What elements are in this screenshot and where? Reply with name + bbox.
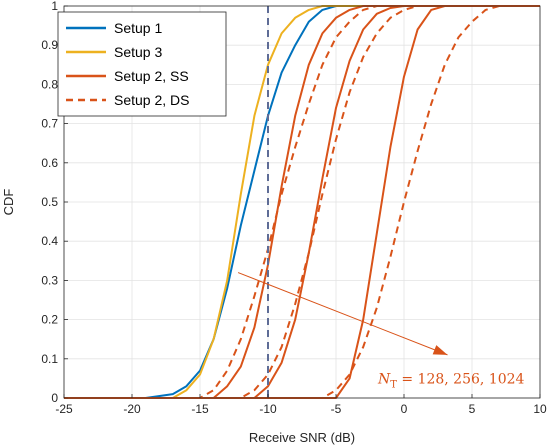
legend: Setup 1 Setup 3 Setup 2, SS Setup 2, DS xyxy=(57,11,227,117)
legend-label-setup-2-ds: Setup 2, DS xyxy=(114,92,190,108)
y-tick-label: 0.5 xyxy=(41,195,58,209)
annotation-values: = 128, 256, 1024 xyxy=(397,371,525,387)
legend-label-setup-1: Setup 1 xyxy=(114,20,162,36)
series-line-setup-2-ss-n-128 xyxy=(64,5,540,399)
y-tick-label: 0.3 xyxy=(41,273,58,287)
annotation-symbol: N xyxy=(377,371,391,387)
y-tick-label: 0.7 xyxy=(41,117,58,131)
series-line-setup-2-ds-n-128 xyxy=(64,5,540,399)
y-tick-label: 0.2 xyxy=(41,313,58,327)
series-line-setup-2-ds-n-256 xyxy=(64,5,540,399)
x-tick-label: -10 xyxy=(259,402,277,416)
y-tick-label: 0.6 xyxy=(41,156,58,170)
x-tick-label: 5 xyxy=(469,402,476,416)
legend-label-setup-2-ss: Setup 2, SS xyxy=(114,68,189,84)
y-tick-label: 0.4 xyxy=(41,234,58,248)
annotation-subscript: T xyxy=(390,379,397,390)
y-tick-label: 0 xyxy=(51,391,58,405)
annotation-label: NT = 128, 256, 1024 xyxy=(377,371,525,390)
annotation-arrow-line xyxy=(237,272,448,356)
x-tick-label: 0 xyxy=(401,402,408,416)
x-tick-label: 10 xyxy=(533,402,547,416)
x-tick-label: -25 xyxy=(55,402,73,416)
legend-box xyxy=(57,11,227,117)
x-axis-label: Receive SNR (dB) xyxy=(249,430,355,445)
series-line-setup-2-ss-n-1024 xyxy=(64,5,540,399)
annotation-layer: NT = 128, 256, 1024 xyxy=(237,272,525,390)
axis-ticks: -25 -20 -15 -10 -5 0 5 10 0 0.1 0.2 0.3 0.4 0.5 0.6 0.7… xyxy=(41,0,547,416)
y-tick-label: 0.8 xyxy=(41,77,58,91)
series-layer xyxy=(64,5,540,399)
x-tick-label: -20 xyxy=(123,402,141,416)
annotation-arrow-head xyxy=(432,345,448,355)
y-tick-label: 0.1 xyxy=(41,352,58,366)
y-tick-label: 1 xyxy=(51,0,58,13)
x-tick-label: -5 xyxy=(331,402,342,416)
y-axis-label: CDF xyxy=(1,189,16,216)
series-line-setup-3 xyxy=(64,5,540,399)
y-tick-label: 0.9 xyxy=(41,38,58,52)
series-line-setup-2-ss-n-256 xyxy=(64,5,540,399)
x-tick-label: -15 xyxy=(191,402,209,416)
legend-label-setup-3: Setup 3 xyxy=(114,44,162,60)
series-line-setup-1 xyxy=(64,5,540,399)
